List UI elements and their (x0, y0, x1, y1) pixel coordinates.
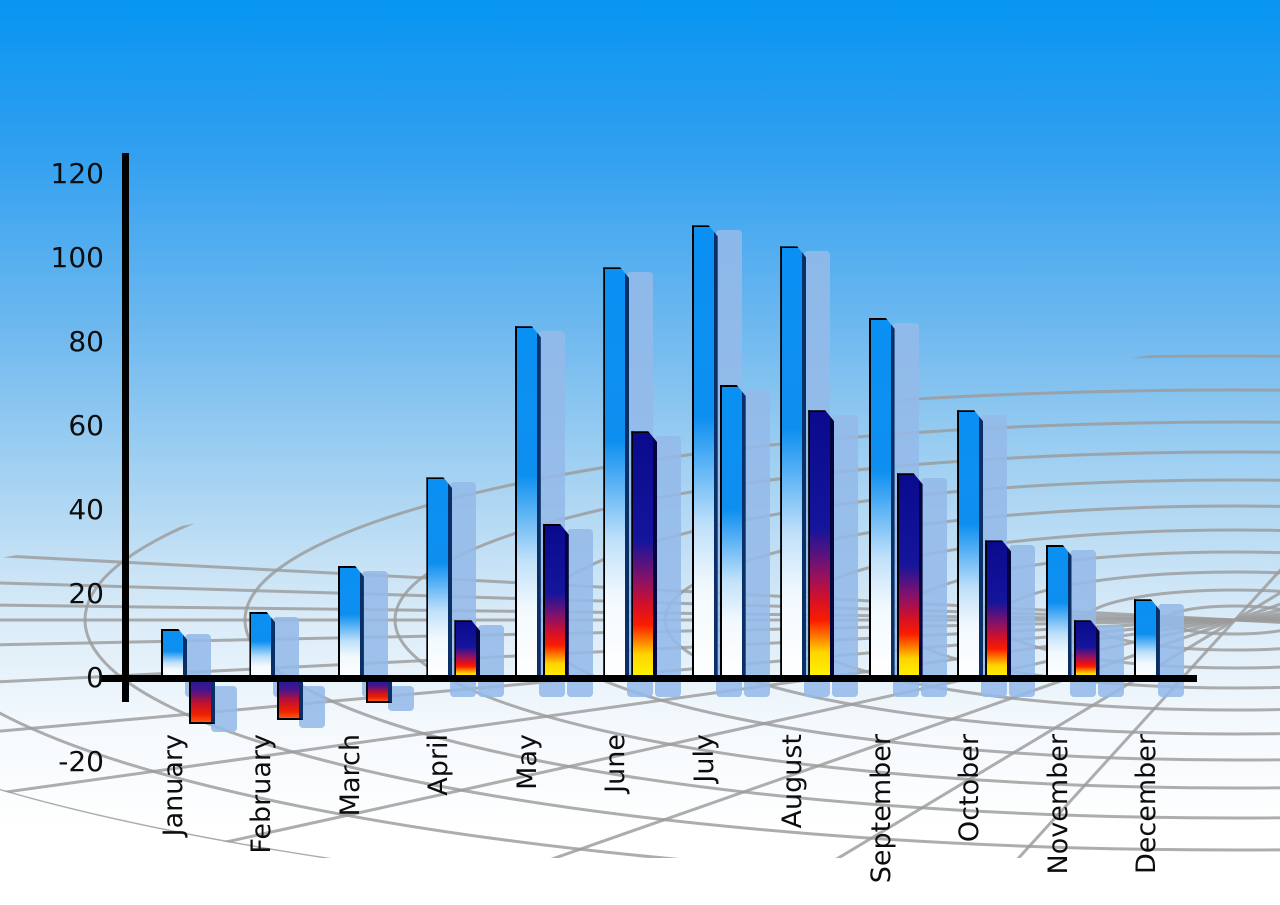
bar-july-main (691, 225, 718, 679)
bar-february-secondary-negative (277, 682, 304, 720)
bar-august-main (780, 246, 807, 679)
y-tick-label: 20 (68, 577, 104, 610)
y-tick-label: -20 (58, 745, 104, 778)
bar-may-main (514, 326, 541, 679)
bar-march-main (337, 565, 364, 679)
bar-august-secondary (808, 410, 835, 679)
bar-shadow-april-secondary (478, 625, 505, 697)
y-tick-label: 120 (50, 157, 104, 190)
y-axis-line (122, 153, 129, 702)
x-tick-label-september: September (865, 734, 897, 884)
x-tick-label-august: August (777, 734, 809, 829)
x-tick-label-april: April (423, 734, 455, 796)
x-axis-baseline (100, 675, 1197, 682)
grid-spoke (0, 558, 1280, 858)
x-tick-label-june: June (600, 734, 632, 793)
bar-november-secondary (1073, 620, 1100, 679)
bar-april-main (426, 477, 453, 679)
y-tick-label: 80 (68, 325, 104, 358)
bar-july-secondary (719, 385, 746, 679)
bar-shadow-october-secondary (1009, 545, 1036, 697)
bar-may-secondary (542, 523, 569, 679)
y-tick-label: 100 (50, 241, 104, 274)
bar-shadow-september-secondary (920, 478, 947, 697)
bar-shadow-march-secondary (387, 686, 414, 711)
x-tick-label-may: May (511, 734, 543, 790)
x-tick-label-february: February (246, 734, 278, 854)
bar-october-secondary (985, 540, 1012, 679)
y-tick-label: 40 (68, 493, 104, 526)
x-tick-label-december: December (1130, 734, 1162, 875)
bar-january-main (161, 628, 187, 679)
bar-june-secondary (631, 431, 658, 679)
bar-shadow-november-secondary (1097, 625, 1124, 697)
bar-shadow-february-secondary (299, 686, 326, 728)
bar-october-main (957, 410, 984, 679)
bar-shadow-july-secondary (743, 390, 770, 697)
bar-april-secondary (454, 620, 481, 679)
bar-december-main (1133, 599, 1160, 679)
grid-spoke (0, 585, 1280, 858)
bar-shadow-june-secondary (655, 436, 682, 697)
bar-september-secondary (896, 473, 923, 679)
bar-february-main (249, 611, 276, 679)
bar-march-secondary-negative (365, 682, 392, 703)
x-tick-label-november: November (1042, 734, 1074, 875)
bar-shadow-may-secondary (566, 528, 593, 697)
bar-september-main (868, 317, 895, 679)
y-tick-label: 60 (68, 409, 104, 442)
y-tick-label: 0 (86, 661, 104, 694)
bar-shadow-january-secondary (211, 686, 237, 732)
x-tick-label-january: January (158, 734, 189, 837)
bar-june-main (603, 267, 630, 679)
x-tick-label-october: October (954, 734, 986, 843)
x-tick-label-march: March (334, 734, 366, 817)
bar-november-main (1045, 544, 1072, 679)
bar-shadow-august-secondary (832, 415, 859, 697)
grid-ring (0, 354, 1280, 858)
bar-shadow-december-main (1157, 604, 1184, 697)
bar-january-secondary-negative (189, 682, 215, 724)
x-tick-label-july: July (688, 734, 720, 783)
